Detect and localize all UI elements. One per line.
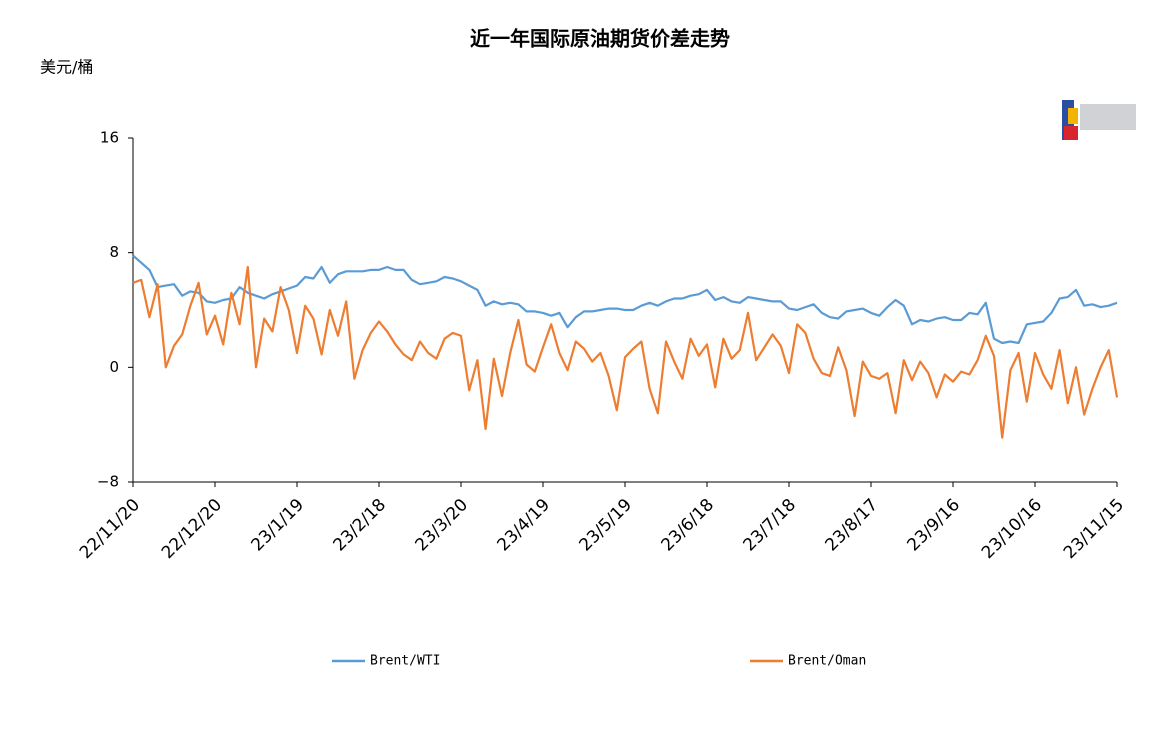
y-tick-label: −8 xyxy=(97,473,119,491)
x-tick-label: 23/3/20 xyxy=(412,495,472,555)
x-tick-label: 22/12/20 xyxy=(158,495,226,563)
y-tick-label: 8 xyxy=(109,243,119,261)
x-tick-label: 23/4/19 xyxy=(494,495,554,555)
chart-title: 近一年国际原油期货价差走势 xyxy=(470,27,730,51)
logo-shape xyxy=(1080,104,1136,130)
logo-shape xyxy=(1068,108,1078,124)
x-tick-label: 23/6/18 xyxy=(658,495,718,555)
y-axis-unit: 美元/桶 xyxy=(40,58,93,77)
x-tick-label: 23/5/19 xyxy=(576,495,636,555)
logo-shape xyxy=(1064,126,1078,140)
legend-label: Brent/WTI xyxy=(370,654,440,669)
y-tick-label: 0 xyxy=(109,358,119,376)
x-tick-label: 22/11/20 xyxy=(76,495,144,563)
legend-label: Brent/Oman xyxy=(788,654,866,669)
data-line xyxy=(132,254,1118,345)
x-tick-label: 23/10/16 xyxy=(978,495,1046,563)
x-tick-label: 23/8/17 xyxy=(822,495,882,555)
logo xyxy=(1062,100,1136,140)
x-tick-label: 23/9/16 xyxy=(904,495,964,555)
x-tick-label: 23/1/19 xyxy=(248,495,308,555)
x-tick-label: 23/11/15 xyxy=(1060,495,1128,563)
y-tick-label: 16 xyxy=(100,129,119,147)
data-line xyxy=(132,265,1119,439)
x-tick-label: 23/7/18 xyxy=(740,495,800,555)
x-tick-label: 23/2/18 xyxy=(330,495,390,555)
